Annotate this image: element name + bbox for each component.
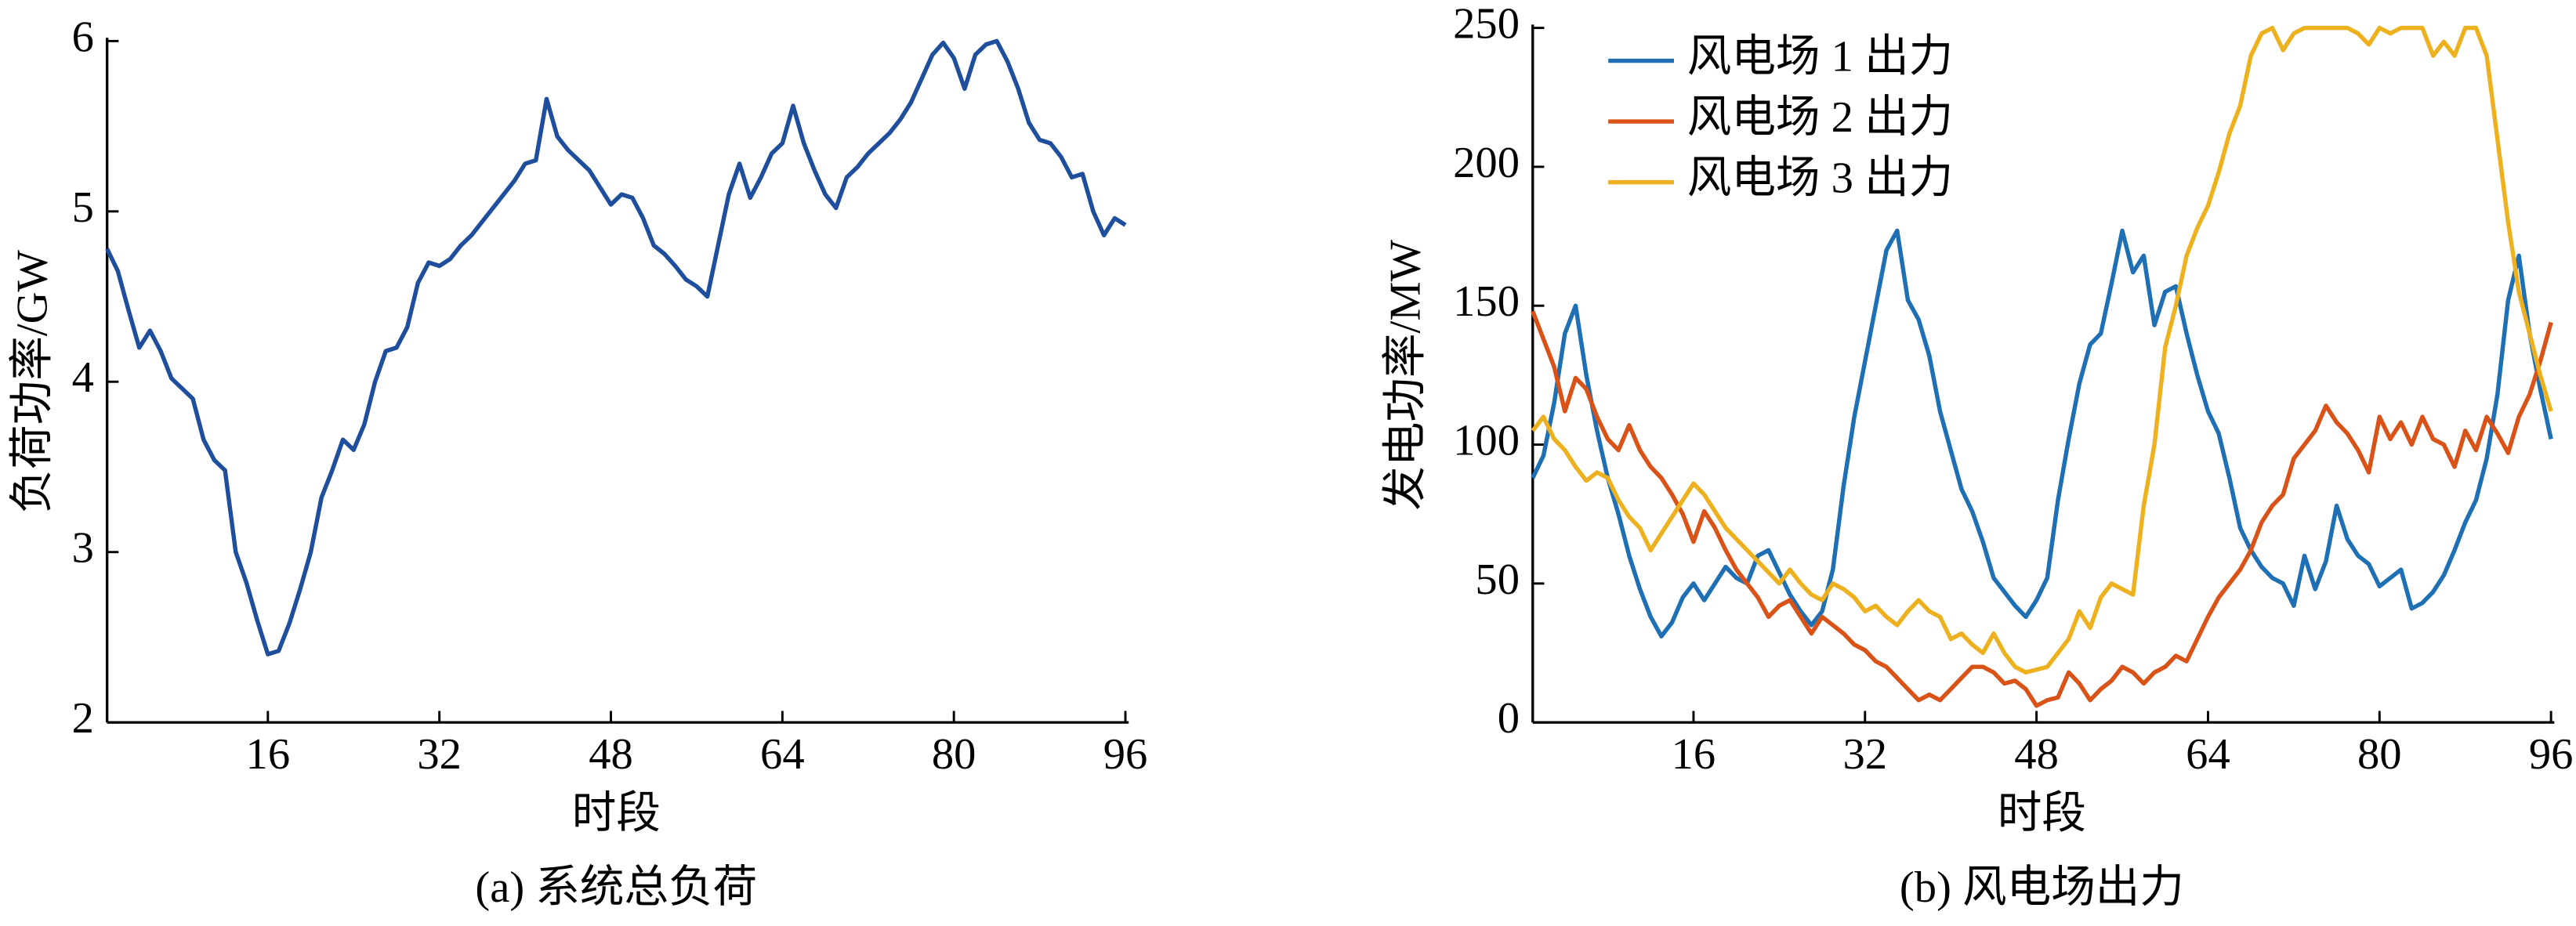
x-tick-label: 96 bbox=[2529, 730, 2574, 779]
x-tick-label: 48 bbox=[2014, 730, 2059, 779]
y-tick-label: 3 bbox=[72, 524, 94, 573]
y-tick-label: 150 bbox=[1453, 277, 1520, 326]
y-tick-label: 6 bbox=[72, 13, 94, 61]
chart-title: (a) 系统总负荷 bbox=[475, 863, 757, 912]
x-tick-label: 32 bbox=[417, 730, 462, 779]
x-tick-label: 48 bbox=[589, 730, 633, 779]
y-tick-label: 5 bbox=[72, 183, 94, 232]
data-line bbox=[1531, 228, 2553, 638]
x-tick-label: 80 bbox=[932, 730, 976, 779]
legend-label: 风电场 2 出力 bbox=[1687, 93, 1953, 142]
y-tick-label: 250 bbox=[1453, 0, 1520, 49]
x-tick-label: 32 bbox=[1842, 730, 1887, 779]
y-tick-label: 4 bbox=[72, 353, 94, 402]
legend-label: 风电场 1 出力 bbox=[1687, 33, 1953, 81]
y-axis-label: 发电功率/MW bbox=[1382, 239, 1430, 510]
y-tick-label: 2 bbox=[72, 694, 94, 743]
data-line bbox=[1531, 25, 2553, 675]
x-tick-label: 64 bbox=[2186, 730, 2230, 779]
legend-label: 风电场 3 出力 bbox=[1687, 154, 1953, 203]
x-tick-label: 64 bbox=[760, 730, 805, 779]
y-tick-label: 50 bbox=[1475, 555, 1520, 604]
data-line bbox=[1531, 310, 2553, 708]
data-line bbox=[105, 38, 1127, 657]
x-tick-label: 16 bbox=[246, 730, 291, 779]
y-axis-label: 负荷功率/GW bbox=[9, 250, 57, 514]
x-tick-label: 80 bbox=[2357, 730, 2402, 779]
chart-title: (b) 风电场出力 bbox=[1900, 863, 2184, 912]
y-tick-label: 200 bbox=[1453, 139, 1520, 187]
y-tick-label: 0 bbox=[1498, 694, 1520, 743]
x-axis-label: 时段 bbox=[572, 790, 661, 838]
x-tick-label: 96 bbox=[1103, 730, 1148, 779]
x-tick-label: 16 bbox=[1672, 730, 1716, 779]
y-tick-label: 100 bbox=[1453, 417, 1520, 465]
x-axis-label: 时段 bbox=[1998, 790, 2086, 838]
